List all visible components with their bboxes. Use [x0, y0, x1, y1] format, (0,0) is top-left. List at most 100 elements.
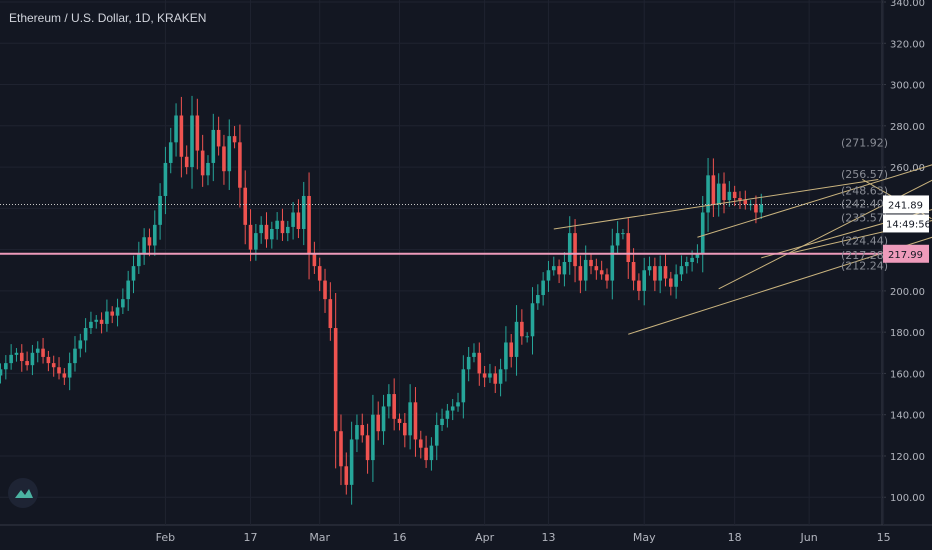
candle-body: [498, 369, 503, 384]
trendline: [787, 220, 932, 255]
candle-body: [317, 266, 322, 281]
y-tick-label: 140.00: [890, 411, 925, 422]
candle-body: [525, 336, 529, 338]
y-tick-label: 340.00: [890, 0, 925, 9]
candle-body: [200, 150, 205, 176]
candle-body: [759, 204, 764, 213]
candle-body: [270, 228, 274, 240]
chart-title: Ethereum / U.S. Dollar, 1D, KRAKEN: [9, 11, 207, 25]
tradingview-logo-icon[interactable]: [8, 478, 38, 508]
candle-body: [168, 142, 173, 163]
candle-body: [174, 115, 178, 143]
candle-body: [573, 233, 577, 267]
candle-body: [679, 266, 684, 275]
x-tick-label: Apr: [475, 531, 495, 544]
candle-body: [137, 253, 141, 267]
candle-body: [594, 266, 599, 271]
candle-body: [445, 410, 450, 419]
candle-body: [530, 303, 535, 337]
candle-body: [30, 352, 35, 366]
candle-body: [637, 280, 641, 291]
candle-body: [738, 198, 742, 201]
candle-body: [477, 352, 482, 374]
candle-body: [0, 369, 3, 376]
candle-body: [19, 352, 24, 362]
candle-body: [520, 321, 524, 337]
candle-body: [493, 373, 498, 384]
candle-body: [323, 280, 327, 300]
candle-body: [275, 220, 279, 229]
candle-body: [536, 295, 540, 304]
y-tick-label: 300.00: [890, 81, 925, 92]
candle-body: [690, 257, 694, 262]
candle-body: [14, 352, 19, 355]
candle-body: [669, 278, 673, 287]
candle-body: [99, 319, 104, 324]
y-tick-label: 280.00: [890, 122, 925, 133]
fib-level-label: (256.57): [841, 168, 888, 181]
candle-body: [195, 115, 200, 151]
candle-body: [105, 311, 109, 324]
last-price-box: [883, 195, 929, 214]
candle-body: [78, 340, 83, 349]
candle-body: [610, 245, 615, 281]
candle-body: [248, 224, 253, 250]
candle-body: [67, 363, 72, 378]
candle-body: [647, 266, 652, 271]
candle-body: [216, 129, 221, 147]
y-tick-label: 160.00: [890, 369, 925, 380]
candle-body: [546, 270, 551, 281]
candle-body: [403, 422, 407, 436]
trendline: [697, 164, 932, 238]
candle-body: [732, 191, 737, 199]
candle-body: [376, 414, 381, 432]
candle-body: [232, 136, 237, 143]
candle-body: [344, 466, 349, 485]
candle-body: [307, 195, 311, 254]
candle-body: [4, 363, 8, 370]
last-price-label: 241.89: [888, 200, 923, 211]
candle-body: [243, 187, 248, 225]
candle-body: [578, 266, 583, 281]
trendline: [718, 179, 932, 290]
candle-body: [567, 233, 572, 262]
candle-body: [509, 342, 514, 357]
candle-body: [301, 195, 306, 229]
candle-body: [179, 115, 184, 157]
candle-body: [51, 363, 56, 368]
candle-body: [466, 356, 471, 370]
candle-body: [716, 183, 721, 205]
y-tick-label: 260.00: [890, 163, 925, 174]
candle-body: [41, 348, 45, 357]
candle-body: [57, 367, 61, 374]
candle-body: [626, 233, 631, 262]
candle-body: [110, 311, 115, 316]
candle-body: [727, 191, 732, 201]
countdown-label: 14:49:56: [886, 219, 931, 230]
candle-body: [142, 237, 146, 254]
candle-body: [46, 356, 51, 364]
candle-body: [285, 226, 290, 234]
candle-body: [280, 220, 285, 234]
candle-body: [89, 321, 93, 329]
candle-body: [434, 425, 439, 446]
candle-body: [62, 373, 67, 378]
candle-body: [381, 406, 386, 432]
candle-body: [259, 224, 263, 234]
y-tick-label: 180.00: [890, 328, 925, 339]
candle-body: [296, 212, 301, 229]
candle-body: [663, 266, 668, 279]
candle-body: [238, 142, 242, 188]
candle-body: [126, 280, 130, 300]
candle-body: [291, 212, 295, 227]
candle-body: [700, 212, 705, 254]
trendline: [553, 178, 879, 230]
candle-body: [450, 406, 455, 411]
candle-body: [722, 183, 726, 201]
candle-body: [514, 321, 519, 357]
candle-body: [653, 266, 657, 281]
candle-body: [562, 262, 567, 275]
candle-body: [440, 418, 444, 426]
x-tick-label: 15: [877, 531, 891, 544]
